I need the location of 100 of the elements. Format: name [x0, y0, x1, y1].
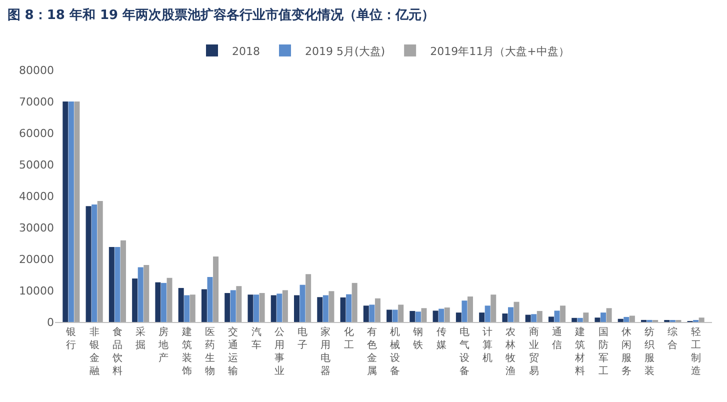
x-tick-label: 休闲服务 — [621, 327, 632, 377]
bar — [398, 304, 404, 322]
x-tick-label: 汽车 — [251, 326, 262, 351]
x-tick-label: 传媒 — [436, 327, 446, 351]
bar — [374, 298, 380, 322]
bar — [624, 316, 630, 322]
y-tick-label: 50000 — [19, 158, 54, 172]
x-tick-label: 化工 — [344, 326, 354, 351]
x-tick-label: 建筑材料 — [574, 326, 586, 377]
bar — [462, 300, 468, 322]
bar — [536, 310, 542, 322]
bar — [184, 295, 190, 322]
x-tick-label: 医药生物 — [205, 327, 215, 377]
bar — [369, 304, 375, 322]
bar — [525, 314, 531, 322]
bar — [410, 310, 416, 322]
bar — [340, 297, 346, 322]
x-tick-label: 非银金融 — [88, 326, 100, 377]
x-tick-label: 农林牧渔 — [504, 327, 516, 377]
bar — [560, 306, 566, 322]
y-tick-label: 20000 — [19, 252, 54, 266]
bar — [594, 318, 600, 322]
bar — [190, 294, 196, 322]
bar — [230, 290, 236, 322]
legend-label: 2019年11月（大盘+中盘） — [430, 44, 570, 58]
y-tick-label: 60000 — [19, 126, 54, 140]
x-tick-label: 建筑装饰 — [180, 326, 192, 377]
bar — [155, 282, 161, 322]
x-tick-label: 通信 — [552, 326, 562, 351]
bar — [207, 276, 213, 322]
bar — [294, 295, 300, 322]
bar — [438, 308, 444, 322]
bar — [138, 267, 144, 322]
legend-label: 2018 — [232, 44, 260, 58]
bar — [490, 294, 496, 322]
x-tick-label: 钢铁 — [412, 327, 424, 351]
bar — [300, 284, 306, 322]
bar — [270, 295, 276, 322]
bar — [132, 278, 138, 322]
bar — [583, 312, 589, 322]
bar — [421, 308, 427, 322]
bar — [531, 314, 537, 322]
bar — [444, 308, 450, 322]
x-tick-label: 食品饮料 — [111, 326, 122, 377]
bar — [120, 240, 126, 322]
bar — [74, 102, 80, 322]
bar — [201, 289, 207, 322]
x-tick-label: 有色金属 — [366, 326, 377, 377]
bar — [254, 294, 260, 322]
chart-title: 图 8：18 年和 19 年两次股票池扩容各行业市值变化情况（单位：亿元） — [7, 7, 435, 24]
y-tick-label: 40000 — [19, 190, 54, 203]
bar — [317, 297, 323, 322]
bar — [213, 256, 219, 322]
bar — [92, 204, 98, 322]
bar — [554, 310, 560, 322]
bar — [144, 264, 150, 322]
bar — [86, 206, 92, 322]
bar — [479, 312, 485, 322]
bar — [484, 306, 490, 322]
x-tick-label: 综合 — [668, 326, 678, 351]
bar — [392, 310, 398, 322]
bar — [328, 291, 334, 322]
x-tick-label: 公用事业 — [274, 326, 284, 377]
bar — [322, 295, 328, 322]
bar — [97, 201, 103, 322]
bar — [577, 318, 583, 322]
x-tick-label: 商业贸易 — [528, 326, 539, 377]
x-tick-label: 计算机 — [482, 326, 493, 364]
bar — [276, 294, 282, 322]
bar — [432, 310, 438, 322]
bar — [606, 308, 612, 322]
bar — [698, 318, 704, 322]
bar — [68, 102, 74, 322]
bar — [259, 293, 265, 322]
bar — [572, 318, 578, 322]
bar — [282, 290, 288, 322]
y-tick-label: 80000 — [19, 64, 54, 77]
bar — [108, 247, 114, 322]
bar — [346, 294, 352, 322]
y-tick-label: 30000 — [19, 221, 54, 234]
x-tick-label: 电气设备 — [459, 326, 470, 377]
bar — [386, 310, 392, 322]
bar — [160, 282, 166, 322]
y-tick-label: 10000 — [19, 284, 54, 298]
legend-label: 2019 5月(大盘) — [305, 44, 386, 58]
x-tick-label: 房地产 — [158, 326, 169, 364]
bar — [600, 312, 606, 322]
bar — [236, 286, 242, 322]
bar — [62, 102, 68, 322]
bar — [248, 294, 254, 322]
x-tick-label: 电子 — [298, 326, 308, 351]
x-tick-label: 采掘 — [136, 326, 146, 351]
x-tick-label: 轻工制造 — [690, 326, 701, 377]
bar — [114, 247, 120, 322]
bar — [166, 278, 172, 322]
bar — [514, 302, 520, 322]
x-tick-label: 家用电器 — [320, 326, 331, 377]
x-tick-label: 纺织服装 — [644, 326, 655, 377]
bar — [306, 274, 312, 322]
x-tick-label: 银行 — [65, 327, 76, 351]
